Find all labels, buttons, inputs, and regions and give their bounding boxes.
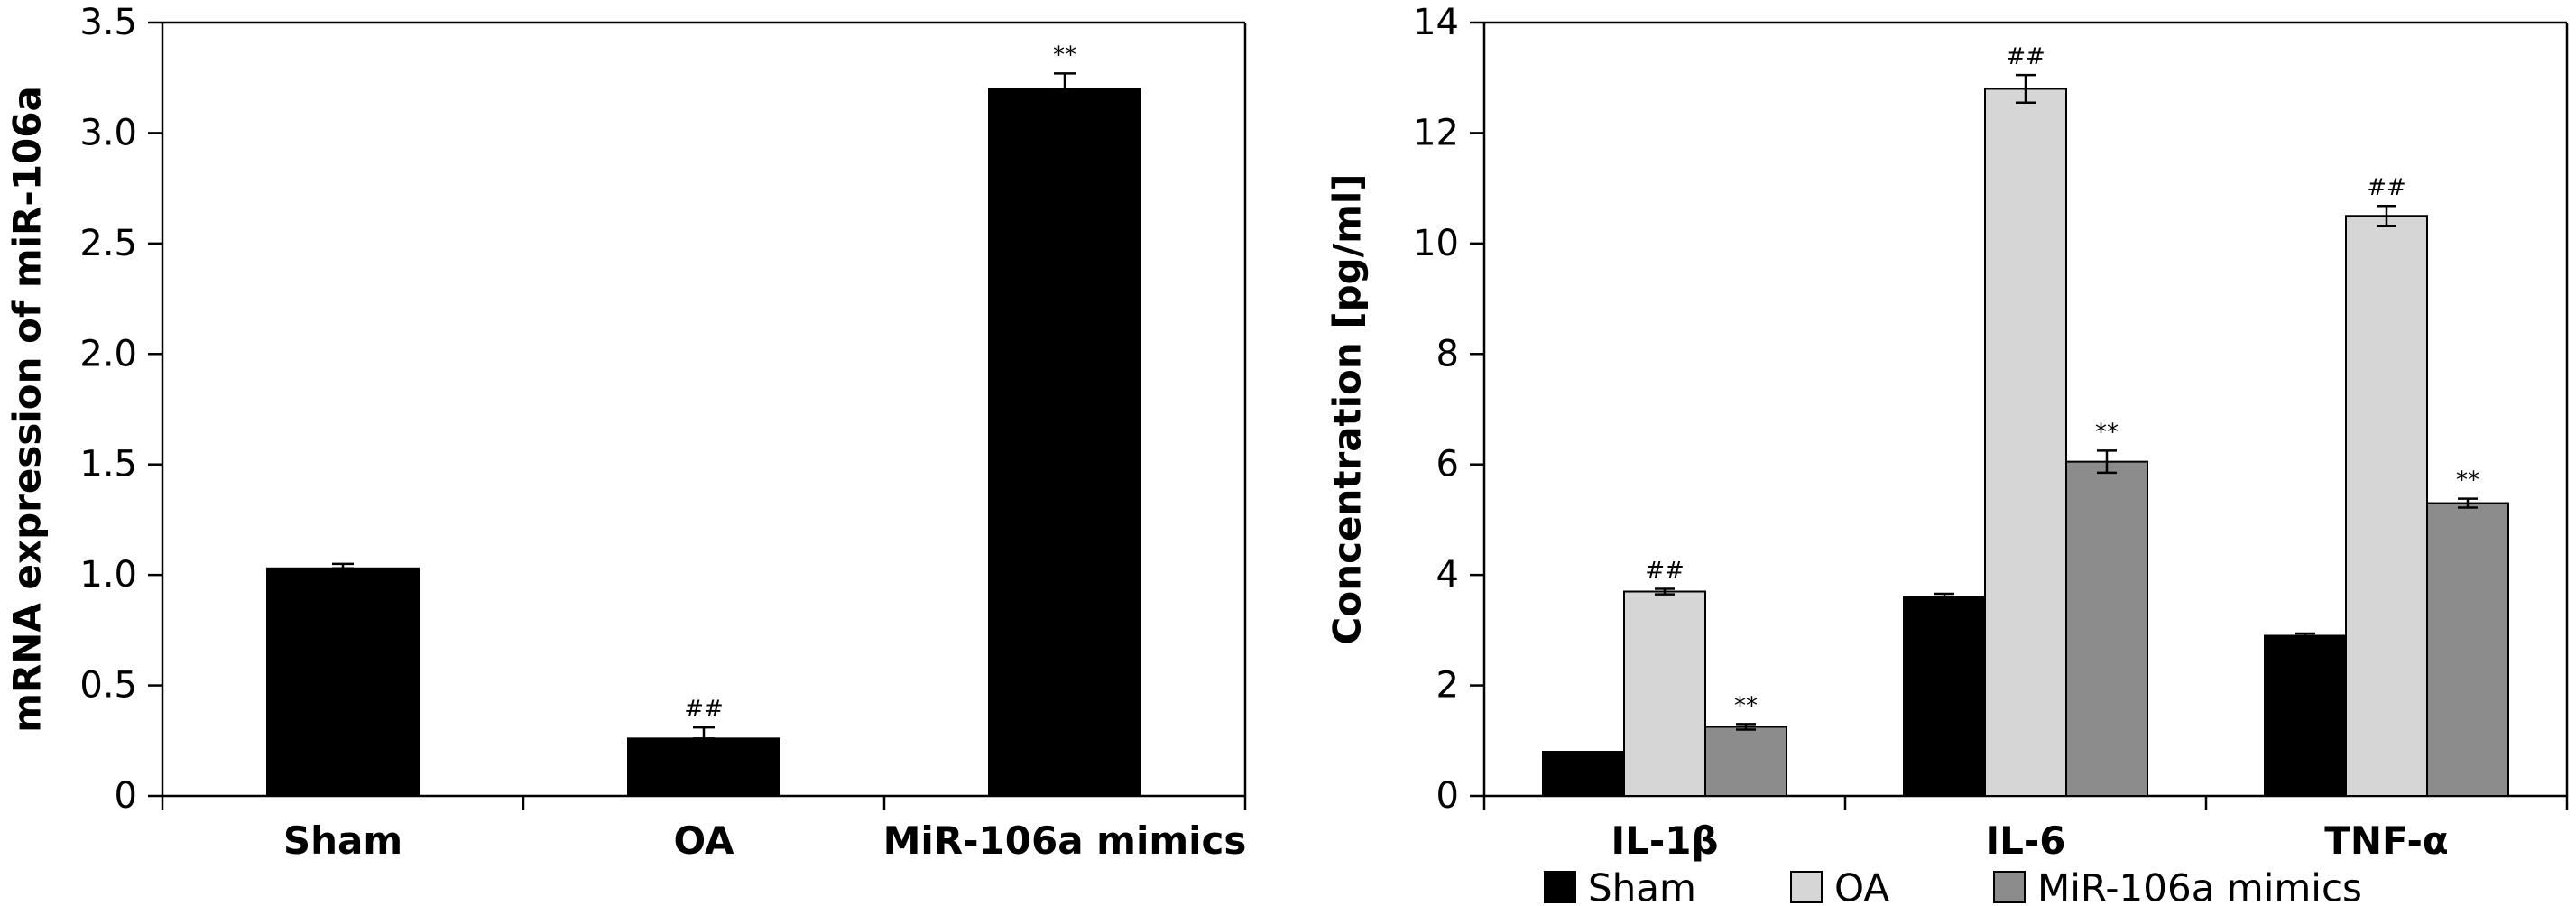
y-tick-label: 1.5 [79, 444, 137, 485]
legend-swatch [1790, 871, 1823, 903]
x-category-label: MiR-106a mimics [883, 818, 1247, 863]
x-category-label: Sham [283, 818, 402, 863]
legend-swatch [1993, 871, 2026, 903]
x-category-label: IL-1β [1611, 818, 1718, 863]
cytokine-concentration-chart: 0 2 4 6 8 10 12 14 Concentration [pg/ml] IL-1β IL-… [1325, 2, 2569, 863]
bar [627, 737, 780, 798]
x-category-label: IL-6 [1985, 818, 2065, 863]
bar [1542, 751, 1625, 797]
y-axis-title: mRNA expression of miR-106a [5, 86, 50, 733]
significance-marker: ** [2456, 467, 2479, 495]
y-tick-label: 0.5 [79, 665, 137, 707]
significance-marker: ** [1734, 692, 1758, 719]
y-tick-label: 0 [1436, 775, 1459, 817]
y-tick-label: 3.0 [79, 112, 137, 153]
y-tick-label: 12 [1413, 112, 1459, 153]
bar [2065, 460, 2148, 797]
y-tick-label: 6 [1436, 444, 1459, 485]
significance-marker: ## [2367, 174, 2406, 201]
bar [1704, 726, 1787, 797]
legend-label: OA [1834, 866, 1889, 906]
significance-marker: ** [1053, 42, 1076, 69]
significance-marker: ## [2006, 43, 2045, 70]
bar [2426, 502, 2509, 797]
bar [988, 88, 1141, 797]
bar [1984, 88, 2067, 797]
y-tick-label: 4 [1436, 554, 1459, 596]
y-tick-label: 2.0 [79, 333, 137, 374]
bar [1623, 590, 1706, 797]
y-tick-label: 10 [1413, 223, 1459, 264]
y-tick-label: 2.5 [79, 223, 137, 264]
significance-marker: ## [1645, 557, 1685, 584]
legend-label: MiR-106a mimics [2037, 866, 2362, 906]
y-tick-label: 1.0 [79, 554, 137, 596]
y-tick-label: 3.5 [79, 2, 137, 43]
y-axis-title: Concentration [pg/ml] [1325, 174, 1370, 645]
legend-swatch [1544, 871, 1576, 903]
legend: Sham OA MiR-106a mimics [1544, 866, 2362, 906]
bar [2264, 634, 2347, 797]
bar [266, 567, 420, 797]
y-tick-label: 0 [115, 775, 137, 817]
bar [1903, 596, 1986, 798]
y-tick-label: 8 [1436, 333, 1459, 374]
significance-marker: ** [2095, 419, 2119, 446]
y-tick-label: 14 [1413, 2, 1459, 43]
legend-label: Sham [1588, 866, 1696, 906]
bar [2345, 215, 2428, 797]
significance-marker: ## [684, 696, 724, 723]
mirna-expression-chart: 0 0.5 1.0 1.5 2.0 2.5 3.0 3.5 mRNA expression of… [5, 2, 1247, 863]
x-category-label: TNF-α [2324, 818, 2448, 863]
x-category-label: OA [673, 818, 734, 863]
y-tick-label: 2 [1436, 665, 1459, 707]
